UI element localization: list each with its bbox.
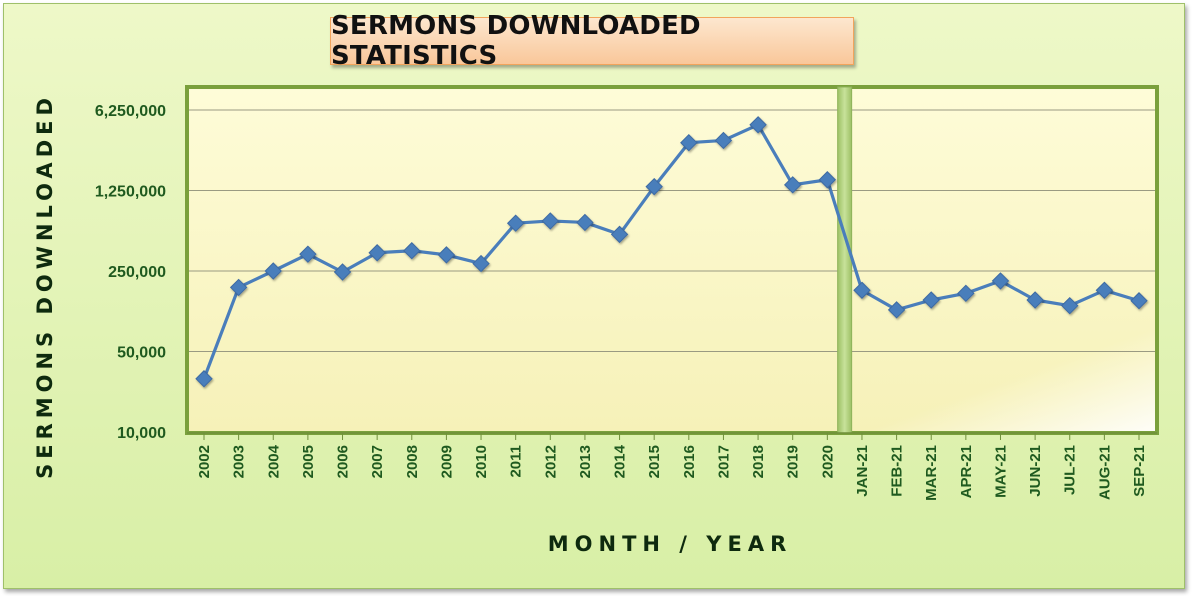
x-tick-label: 2012 xyxy=(542,445,559,478)
data-point-marker xyxy=(680,134,698,152)
data-point-marker xyxy=(264,262,282,280)
x-tick-label: 2013 xyxy=(577,445,594,478)
series-line-path xyxy=(202,123,1140,380)
data-point-marker xyxy=(506,214,525,232)
x-tick-label: 2019 xyxy=(785,445,802,478)
data-point-marker xyxy=(1061,296,1079,315)
x-tick-label: 2020 xyxy=(819,445,836,478)
data-point-marker xyxy=(1095,281,1114,299)
data-point-marker xyxy=(887,301,906,319)
data-point-marker xyxy=(229,278,248,297)
y-tick-label: 1,250,000 xyxy=(95,184,166,201)
data-point-marker xyxy=(368,244,386,262)
data-point-marker xyxy=(1026,291,1044,309)
data-point-marker xyxy=(1130,292,1148,310)
series-markers xyxy=(195,116,1148,388)
x-tick-label: 2002 xyxy=(196,445,213,478)
series-line xyxy=(202,123,1140,380)
year-month-separator xyxy=(837,86,853,434)
data-point-marker xyxy=(818,171,837,189)
data-point-marker xyxy=(991,272,1010,290)
x-tick-label: 2005 xyxy=(300,445,317,478)
data-point-marker xyxy=(783,176,802,194)
x-tick-labels: 2002 2003 2004 2005 2006 2007 2008 2009 2010 2011… xyxy=(196,444,1148,500)
y-tick-label: 250,000 xyxy=(108,264,166,281)
data-point-marker xyxy=(403,242,421,260)
data-point-marker xyxy=(957,284,975,303)
y-axis-title: SERMONS DOWNLOADED xyxy=(33,93,57,479)
x-tick-label: JAN-21 xyxy=(854,445,871,497)
x-tick-label: 2008 xyxy=(404,445,421,478)
x-tick-label: 2018 xyxy=(750,445,767,478)
data-point-marker xyxy=(749,116,767,134)
y-tick-label: 50,000 xyxy=(117,345,166,362)
x-tick-label: JUN-21 xyxy=(1027,445,1044,497)
data-point-marker xyxy=(853,281,871,299)
x-tick-label: MAR-21 xyxy=(923,445,940,501)
x-tick-label: JUL-21 xyxy=(1062,445,1079,495)
data-point-marker xyxy=(610,225,629,244)
data-point-marker xyxy=(472,254,490,273)
x-tick-label: MAY-21 xyxy=(992,445,1009,498)
x-tick-label: SEP-21 xyxy=(1131,445,1148,497)
x-axis-title: MONTH / YEAR xyxy=(548,532,793,556)
x-tick-label: 2015 xyxy=(646,445,663,478)
data-point-marker xyxy=(333,263,352,281)
plot-glow xyxy=(189,89,1155,431)
x-tick-label: 2003 xyxy=(231,445,248,478)
x-tick-label: 2007 xyxy=(369,445,386,478)
y-tick-label: 10,000 xyxy=(117,425,166,442)
x-tick-label: 2016 xyxy=(681,445,698,478)
x-tick-label: AUG-21 xyxy=(1096,445,1113,500)
data-point-marker xyxy=(714,131,733,150)
x-tick-label: 2017 xyxy=(715,445,732,478)
data-point-marker xyxy=(576,213,594,232)
x-tick-label: FEB-21 xyxy=(889,445,906,497)
y-tick-labels: 10,000 50,000 250,000 1,250,000 6,250,000 xyxy=(95,103,166,442)
data-point-marker xyxy=(645,177,663,196)
x-tick-label: 2009 xyxy=(438,445,455,478)
x-tick-label: 2011 xyxy=(508,445,525,478)
data-point-marker xyxy=(299,245,317,263)
axes xyxy=(187,432,1157,440)
x-tick-label: 2006 xyxy=(335,445,352,478)
x-tick-label: APR-21 xyxy=(958,445,975,498)
data-point-marker xyxy=(437,246,456,264)
data-point-marker xyxy=(922,291,940,309)
data-point-marker xyxy=(195,370,213,388)
x-tick-label: 2004 xyxy=(265,444,282,478)
x-tick-label: 2010 xyxy=(473,445,490,478)
y-tick-label: 6,250,000 xyxy=(95,103,166,120)
x-tick-label: 2014 xyxy=(612,444,629,478)
data-point-marker xyxy=(541,212,560,230)
